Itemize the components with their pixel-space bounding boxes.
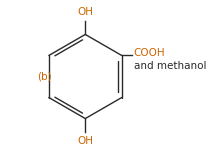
Text: OH: OH [77, 136, 93, 146]
Text: OH: OH [77, 7, 93, 17]
Text: and methanol: and methanol [134, 61, 206, 71]
Text: COOH: COOH [134, 48, 165, 58]
Text: (b): (b) [37, 71, 52, 82]
